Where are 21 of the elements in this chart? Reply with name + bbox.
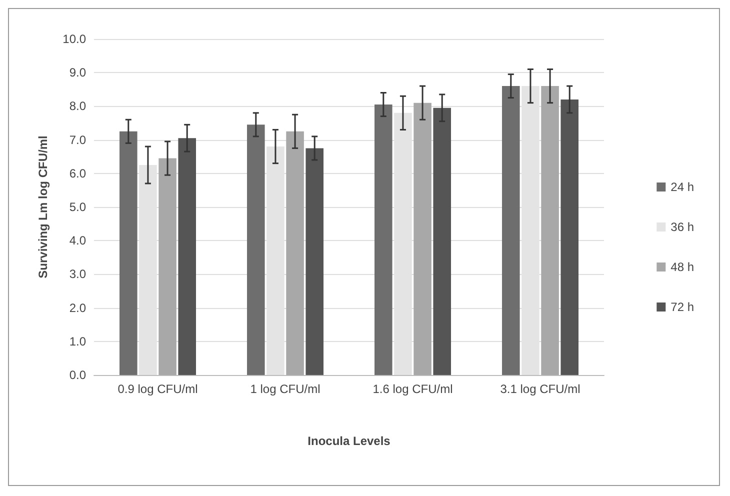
legend-label: 72 h	[670, 300, 694, 314]
x-tick-label: 0.9 log CFU/ml	[118, 382, 198, 396]
y-tick-label: 2.0	[69, 300, 86, 315]
legend-label: 48 h	[670, 260, 694, 274]
y-tick-label: 5.0	[69, 200, 86, 214]
y-tick-label: 7.0	[69, 132, 86, 147]
y-tick-label: 3.0	[69, 267, 86, 282]
y-axis-title: Surviving Lm log CFU/ml	[36, 136, 50, 278]
legend-label: 36 h	[670, 220, 694, 234]
y-tick-label: 8.0	[69, 99, 86, 114]
y-tick-label: 9.0	[69, 66, 86, 80]
y-tick-label: 4.0	[69, 234, 86, 248]
y-tick-label: 0.0	[69, 368, 86, 382]
y-tick-label: 1.0	[69, 334, 86, 348]
x-tick-label: 1.6 log CFU/ml	[372, 382, 453, 396]
x-axis-title: Inocula Levels	[308, 434, 391, 448]
y-tick-label: 10.0	[62, 32, 86, 46]
legend-label: 24 h	[670, 180, 694, 194]
x-tick-label: 3.1 log CFU/ml	[500, 382, 580, 396]
x-tick-label: 1 log CFU/ml	[250, 382, 320, 396]
y-tick-label: 6.0	[69, 166, 86, 180]
